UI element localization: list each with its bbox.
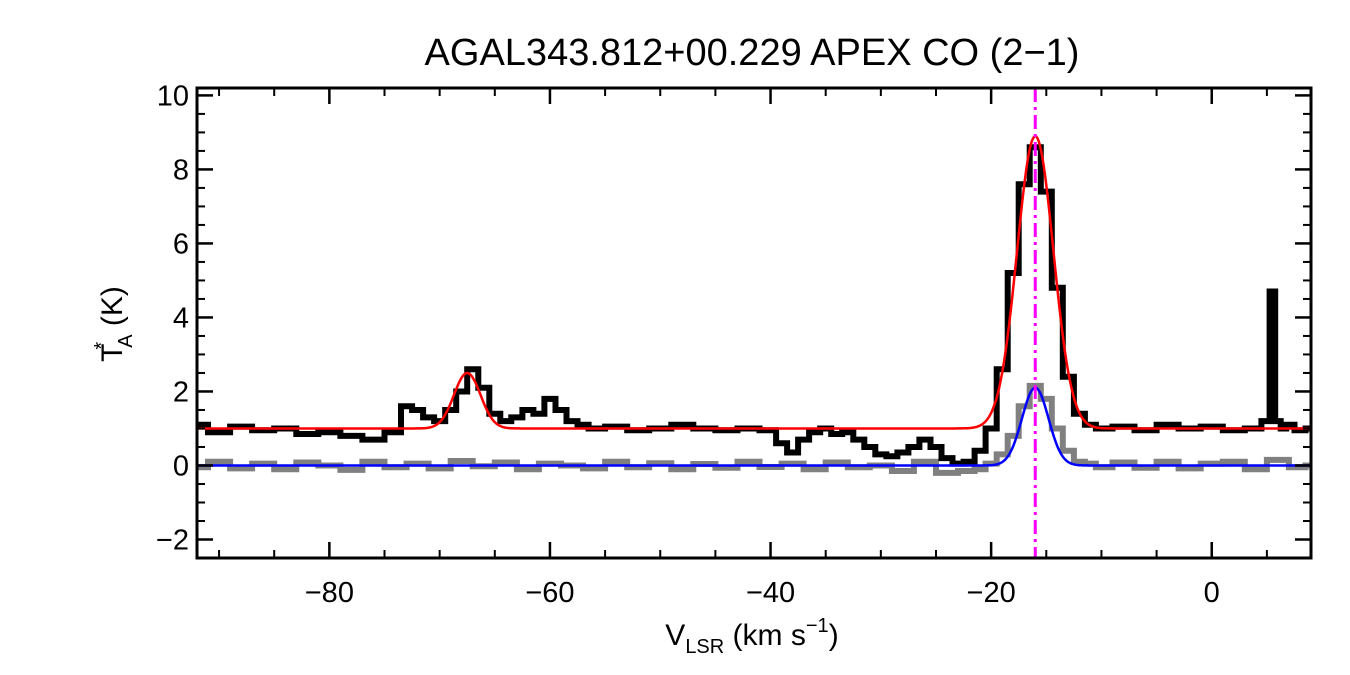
y-tick-label: 6 — [173, 228, 189, 260]
x-tick-label: −20 — [967, 577, 1016, 609]
x-tick-label: −80 — [305, 577, 354, 609]
plot-frame — [195, 86, 1313, 560]
axis-ticks — [197, 88, 1311, 559]
y-axis-label: T* A (K) — [91, 286, 137, 362]
y-tick-label: 0 — [173, 450, 189, 482]
y-axis-label-group: T* A (K) — [91, 286, 137, 362]
series-2-fit — [197, 134, 1311, 430]
x-axis-label: VLSR (km s−1) — [665, 615, 838, 658]
y-tick-label: 2 — [173, 376, 189, 408]
y-tick-label: 10 — [157, 80, 189, 112]
y-tick-label: 8 — [173, 154, 189, 186]
series-1-line — [197, 144, 1311, 467]
chart-title: AGAL343.812+00.229 APEX CO (2−1) — [425, 32, 1080, 74]
y-tick-label: 4 — [173, 302, 189, 334]
x-tick-label: −60 — [525, 577, 574, 609]
x-tick-label: 0 — [1204, 577, 1220, 609]
series-3-fit — [197, 386, 1311, 467]
y-tick-label: −2 — [156, 524, 189, 556]
x-tick-label: −40 — [746, 577, 795, 609]
plot-area — [197, 88, 1311, 558]
